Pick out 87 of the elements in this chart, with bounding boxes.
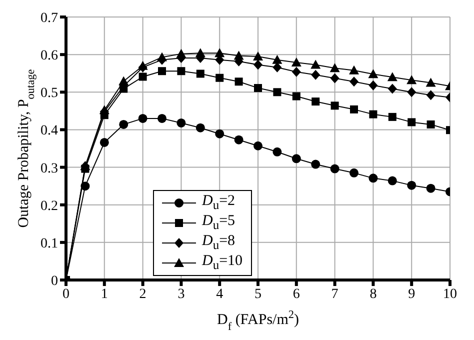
point <box>177 67 186 76</box>
point <box>311 70 320 80</box>
y-tick-label: 0.7 <box>40 10 58 26</box>
point <box>387 72 398 82</box>
point <box>350 76 358 87</box>
x-tick-label: 4 <box>216 286 224 302</box>
point <box>100 138 109 147</box>
point <box>118 76 129 86</box>
point <box>426 78 436 87</box>
point <box>330 73 340 84</box>
x-axis-title: D$_{f}$ (FAPs/m$^{2}$) <box>216 309 300 333</box>
point <box>407 180 416 190</box>
point <box>176 118 186 128</box>
point <box>253 51 263 60</box>
point <box>426 184 436 193</box>
point <box>330 102 339 110</box>
point <box>350 168 358 178</box>
point <box>254 84 262 92</box>
legend-label: D$_{u}$=5 <box>202 213 236 233</box>
point <box>176 48 186 58</box>
point <box>406 75 417 84</box>
x-tick-label: 3 <box>178 286 185 302</box>
point <box>234 50 244 60</box>
point <box>273 88 282 96</box>
point <box>80 182 90 191</box>
point <box>234 135 244 144</box>
y-tick-label: 0.3 <box>40 161 58 176</box>
point <box>408 118 416 126</box>
point <box>426 90 436 100</box>
point <box>138 114 148 123</box>
point <box>272 54 282 64</box>
x-tick-label: 2 <box>139 286 146 302</box>
point <box>196 70 204 78</box>
x-tick-label: 8 <box>370 286 377 302</box>
point <box>407 87 416 98</box>
point <box>138 72 147 81</box>
point <box>195 48 206 58</box>
point <box>196 123 205 132</box>
point <box>312 98 320 106</box>
point <box>291 57 302 66</box>
point <box>254 141 262 150</box>
point <box>216 74 224 82</box>
y-tick-label: 0.6 <box>40 48 58 64</box>
y-tick-label: 0 <box>51 274 58 289</box>
point <box>272 147 282 156</box>
point <box>99 105 110 114</box>
point <box>349 65 359 74</box>
point <box>138 60 148 70</box>
x-tick-label: 6 <box>292 286 300 302</box>
y-tick-label: 0.5 <box>40 86 58 102</box>
point <box>388 112 396 121</box>
point <box>330 63 340 72</box>
point <box>311 160 320 169</box>
y-tick-label: 0.2 <box>40 198 58 214</box>
point <box>254 60 262 70</box>
point <box>368 80 378 90</box>
point <box>292 154 301 164</box>
point <box>369 110 378 118</box>
x-tick-label: 5 <box>254 286 262 302</box>
point <box>292 92 300 100</box>
y-tick-label: 0.4 <box>40 124 58 139</box>
legend-label: D$_{u}$=2 <box>202 193 236 213</box>
point <box>388 84 397 94</box>
legend-label: D$_{u}$=10 <box>202 253 243 273</box>
point <box>388 176 397 186</box>
legend-label: D$_{u}$=8 <box>202 233 236 253</box>
point <box>215 129 224 138</box>
x-tick-label: 10 <box>443 286 457 302</box>
point <box>310 60 321 69</box>
point <box>292 66 301 77</box>
point <box>234 78 243 86</box>
point <box>368 69 378 78</box>
x-tick-label: 9 <box>408 286 416 302</box>
point <box>272 62 282 72</box>
point <box>158 67 166 76</box>
point <box>350 105 358 114</box>
point <box>214 48 225 58</box>
x-tick-label: 0 <box>62 286 70 302</box>
y-tick-label: 0.1 <box>40 236 58 252</box>
point <box>426 120 435 128</box>
point <box>330 164 340 174</box>
x-tick-label: 1 <box>100 286 108 302</box>
point <box>158 114 166 123</box>
point <box>119 120 128 129</box>
point <box>157 52 167 62</box>
point <box>368 174 378 183</box>
x-tick-label: 7 <box>331 286 338 302</box>
